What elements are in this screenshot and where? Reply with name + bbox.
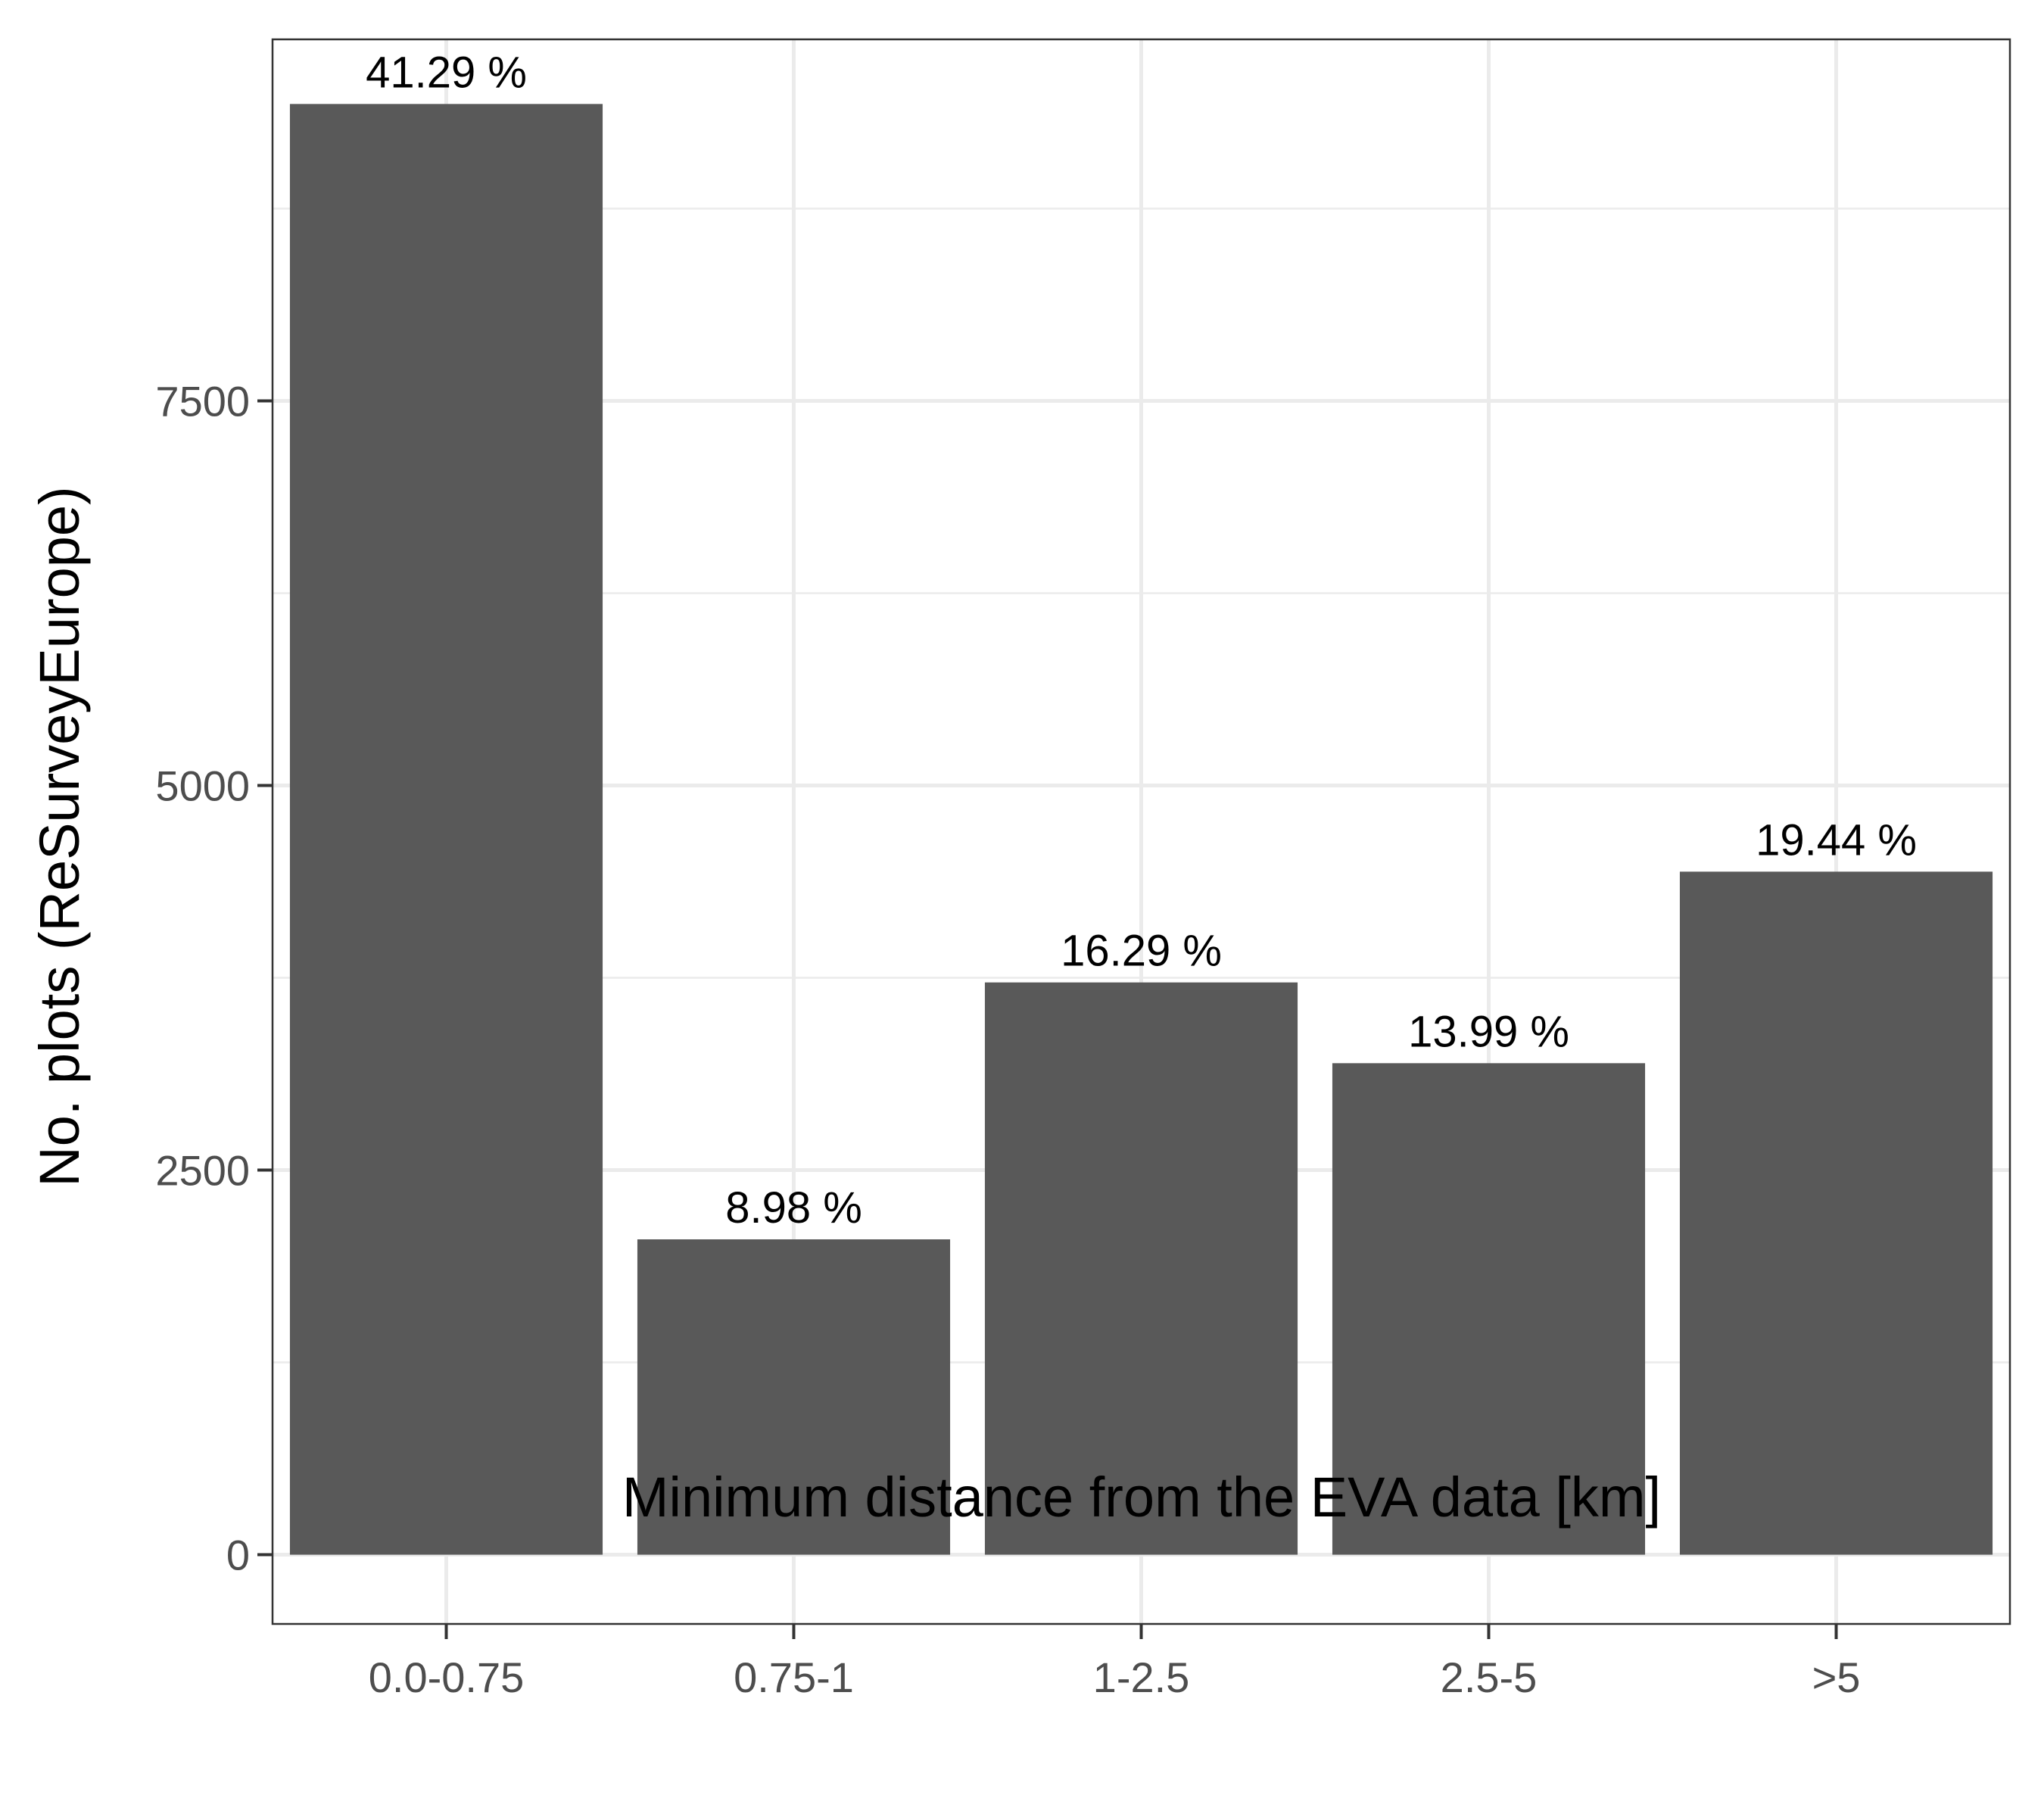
bar — [1332, 1063, 1646, 1555]
bar-value-label: 13.99 % — [1408, 1007, 1569, 1056]
x-tick-label: 0.0-0.75 — [369, 1653, 525, 1701]
x-tick-label: 0.75-1 — [734, 1653, 854, 1701]
x-tick-label: 2.5-5 — [1441, 1653, 1538, 1701]
bar — [1679, 871, 1993, 1555]
bar-value-label: 41.29 % — [366, 48, 527, 97]
bar — [984, 982, 1298, 1555]
bar-value-label: 8.98 % — [725, 1183, 862, 1233]
bar — [289, 104, 603, 1555]
y-tick-label: 5000 — [155, 762, 250, 810]
y-tick-label: 0 — [226, 1532, 250, 1579]
y-tick-label: 7500 — [155, 378, 250, 425]
x-tick-label: 1-2.5 — [1093, 1653, 1190, 1701]
bars — [289, 104, 1993, 1555]
bar-value-label: 16.29 % — [1061, 927, 1222, 976]
bar — [637, 1239, 951, 1555]
y-tick-label: 2500 — [155, 1147, 250, 1195]
axes: 0 2500 5000 7500 0.0-0.75 0.75-1 1-2.5 2.5-5 >5 — [155, 378, 1860, 1701]
bar-value-label: 19.44 % — [1756, 815, 1917, 865]
x-tick-label: >5 — [1812, 1653, 1861, 1701]
x-axis-title: Minimum distance from the EVA data [km] — [622, 1466, 1661, 1529]
y-axis-title: No. plots (ReSurveyEurope) — [28, 486, 91, 1186]
data-labels: 41.29 % 8.98 % 16.29 % 13.99 % 19.44 % — [366, 48, 1917, 1233]
